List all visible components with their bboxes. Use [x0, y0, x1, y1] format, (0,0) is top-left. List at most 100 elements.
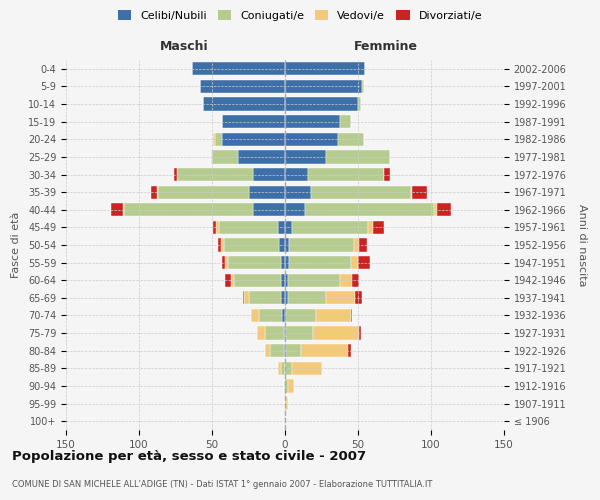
Bar — [359, 326, 361, 340]
Bar — [257, 326, 265, 340]
Bar — [292, 221, 368, 234]
Bar — [253, 168, 285, 181]
Bar — [288, 380, 294, 392]
Bar — [285, 221, 292, 234]
Bar — [123, 203, 124, 216]
Bar — [355, 291, 362, 304]
Bar — [311, 186, 410, 198]
Bar — [124, 203, 253, 216]
Bar — [214, 221, 217, 234]
Bar — [285, 326, 286, 340]
Bar — [281, 291, 285, 304]
Bar — [248, 291, 281, 304]
Text: Maschi: Maschi — [160, 40, 209, 52]
Bar — [284, 380, 285, 392]
Bar — [222, 132, 285, 146]
Bar — [285, 203, 305, 216]
Bar — [434, 203, 437, 216]
Bar — [281, 256, 285, 269]
Bar — [350, 256, 358, 269]
Bar — [285, 80, 362, 93]
Bar — [259, 309, 282, 322]
Bar — [340, 115, 351, 128]
Bar — [244, 291, 248, 304]
Text: Popolazione per età, sesso e stato civile - 2007: Popolazione per età, sesso e stato civil… — [12, 450, 366, 463]
Bar — [265, 344, 271, 358]
Bar — [212, 150, 238, 164]
Bar — [203, 98, 285, 110]
Bar — [217, 221, 220, 234]
Bar — [281, 362, 285, 375]
Bar — [285, 309, 286, 322]
Bar — [286, 397, 288, 410]
Bar — [285, 98, 358, 110]
Bar — [286, 309, 316, 322]
Bar — [359, 238, 367, 252]
Bar — [222, 115, 285, 128]
Bar — [350, 309, 352, 322]
Bar — [285, 256, 289, 269]
Bar — [211, 150, 212, 164]
Bar — [111, 203, 123, 216]
Bar — [271, 344, 284, 358]
Bar — [292, 362, 322, 375]
Bar — [222, 256, 225, 269]
Bar — [285, 238, 289, 252]
Bar — [218, 238, 221, 252]
Bar — [174, 168, 177, 181]
Bar — [158, 186, 248, 198]
Bar — [279, 238, 285, 252]
Bar — [368, 221, 373, 234]
Y-axis label: Anni di nascita: Anni di nascita — [577, 204, 587, 286]
Bar — [313, 326, 359, 340]
Bar — [284, 414, 285, 428]
Bar — [151, 186, 157, 198]
Bar — [289, 238, 353, 252]
Bar — [214, 132, 215, 146]
Bar — [412, 186, 427, 198]
Bar — [308, 168, 384, 181]
Bar — [358, 98, 361, 110]
Bar — [177, 168, 253, 181]
Bar — [200, 80, 285, 93]
Bar — [282, 309, 285, 322]
Bar — [225, 256, 228, 269]
Bar — [301, 344, 348, 358]
Bar — [338, 132, 364, 146]
Bar — [289, 256, 350, 269]
Bar — [353, 238, 359, 252]
Bar — [242, 291, 244, 304]
Bar — [231, 274, 234, 287]
Bar — [352, 274, 359, 287]
Y-axis label: Fasce di età: Fasce di età — [11, 212, 21, 278]
Bar — [285, 168, 308, 181]
Bar — [285, 150, 326, 164]
Bar — [265, 326, 284, 340]
Bar — [410, 186, 412, 198]
Bar — [224, 238, 279, 252]
Legend: Celibi/Nubili, Coniugati/e, Vedovi/e, Divorziati/e: Celibi/Nubili, Coniugati/e, Vedovi/e, Di… — [113, 6, 487, 25]
Bar — [251, 309, 259, 322]
Bar — [326, 150, 390, 164]
Bar — [191, 62, 285, 76]
Bar — [278, 362, 281, 375]
Bar — [285, 397, 286, 410]
Bar — [286, 326, 313, 340]
Bar — [285, 291, 288, 304]
Bar — [285, 380, 288, 392]
Bar — [228, 256, 281, 269]
Bar — [281, 274, 285, 287]
Bar — [373, 221, 384, 234]
Bar — [278, 221, 285, 234]
Bar — [285, 132, 338, 146]
Bar — [285, 344, 286, 358]
Bar — [215, 132, 222, 146]
Text: COMUNE DI SAN MICHELE ALL'ADIGE (TN) - Dati ISTAT 1° gennaio 2007 - Elaborazione: COMUNE DI SAN MICHELE ALL'ADIGE (TN) - D… — [12, 480, 433, 489]
Bar — [285, 274, 288, 287]
Bar — [288, 291, 326, 304]
Bar — [285, 362, 292, 375]
Bar — [284, 344, 285, 358]
Bar — [234, 274, 281, 287]
Bar — [286, 344, 301, 358]
Bar — [305, 203, 434, 216]
